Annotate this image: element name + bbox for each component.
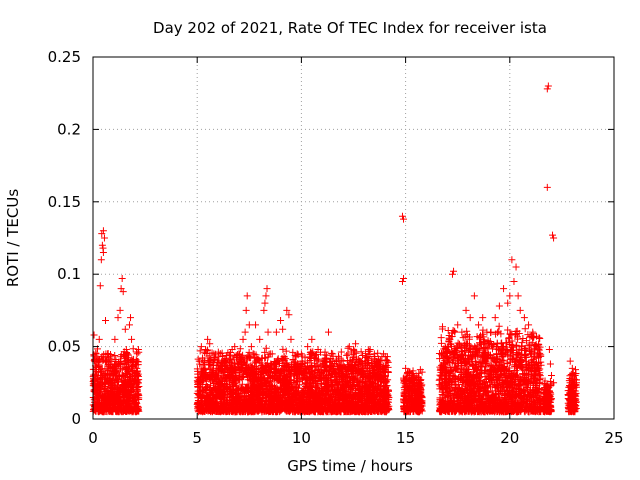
data-point bbox=[90, 376, 98, 384]
data-point bbox=[111, 352, 119, 359]
data-point bbox=[100, 356, 108, 364]
data-point bbox=[119, 360, 127, 368]
data-point bbox=[109, 396, 117, 404]
data-point bbox=[101, 388, 109, 396]
data-point bbox=[108, 400, 116, 408]
data-point bbox=[111, 390, 119, 398]
data-point bbox=[112, 367, 120, 375]
data-point bbox=[126, 374, 134, 382]
chart-title: Day 202 of 2021, Rate Of TEC Index for r… bbox=[153, 19, 547, 37]
data-point bbox=[101, 365, 109, 373]
data-point bbox=[93, 382, 101, 390]
data-point bbox=[113, 375, 121, 383]
data-point bbox=[128, 395, 136, 403]
data-point bbox=[104, 371, 112, 379]
data-point bbox=[92, 383, 100, 391]
data-point bbox=[133, 350, 141, 358]
data-point bbox=[93, 396, 101, 404]
data-point bbox=[101, 393, 109, 401]
data-point bbox=[97, 379, 105, 387]
data-point bbox=[107, 381, 115, 389]
data-point bbox=[129, 345, 137, 353]
data-point bbox=[121, 377, 129, 385]
data-point bbox=[103, 387, 111, 395]
data-point bbox=[116, 372, 124, 380]
data-point bbox=[101, 376, 109, 384]
data-point bbox=[114, 381, 122, 389]
data-point bbox=[116, 392, 124, 400]
data-point bbox=[90, 387, 98, 395]
data-point bbox=[124, 351, 132, 359]
data-point bbox=[126, 403, 134, 411]
data-point bbox=[122, 400, 130, 408]
data-point bbox=[104, 375, 112, 383]
data-point bbox=[119, 391, 127, 399]
data-point bbox=[96, 403, 104, 411]
data-point bbox=[262, 344, 270, 352]
data-point bbox=[121, 406, 129, 414]
data-point bbox=[125, 402, 133, 410]
data-point bbox=[90, 406, 98, 414]
data-point bbox=[132, 383, 140, 391]
data-point bbox=[132, 361, 140, 369]
data-point bbox=[109, 378, 117, 386]
data-points bbox=[89, 82, 580, 416]
data-point bbox=[124, 386, 132, 394]
data-point bbox=[133, 386, 141, 394]
data-point bbox=[117, 407, 125, 415]
data-point bbox=[124, 394, 132, 402]
data-point bbox=[106, 395, 114, 403]
data-point bbox=[107, 361, 115, 369]
data-point bbox=[111, 383, 119, 391]
data-point bbox=[95, 361, 103, 369]
data-point bbox=[91, 355, 99, 363]
data-point bbox=[111, 368, 119, 376]
data-point bbox=[130, 355, 138, 363]
data-point bbox=[125, 388, 133, 396]
data-point bbox=[101, 357, 109, 365]
data-point bbox=[133, 404, 141, 412]
data-point bbox=[98, 352, 106, 360]
data-point bbox=[123, 369, 131, 377]
data-point bbox=[115, 387, 123, 395]
data-point bbox=[123, 398, 131, 406]
data-point bbox=[374, 349, 382, 357]
data-point bbox=[100, 408, 108, 416]
data-point bbox=[114, 403, 122, 411]
data-point bbox=[120, 382, 128, 390]
data-point bbox=[135, 348, 143, 356]
data-point bbox=[279, 345, 287, 353]
data-point bbox=[107, 402, 115, 410]
data-point bbox=[134, 391, 142, 399]
data-point bbox=[120, 350, 128, 358]
